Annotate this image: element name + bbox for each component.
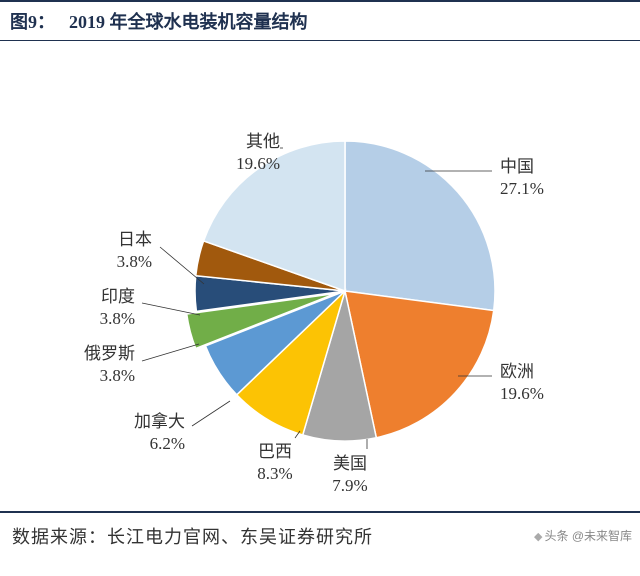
slice-percent: 3.8% <box>62 251 152 273</box>
slice-name: 日本 <box>62 229 152 251</box>
slice-label: 巴西8.3% <box>230 441 320 485</box>
slice-name: 巴西 <box>230 441 320 463</box>
pie-slice <box>345 141 495 310</box>
slice-label: 俄罗斯3.8% <box>45 343 135 387</box>
source-text: 长江电力官网、东吴证券研究所 <box>107 527 373 547</box>
leader-line <box>142 303 200 315</box>
slice-name: 欧洲 <box>500 361 544 383</box>
slice-label: 欧洲19.6% <box>500 361 544 405</box>
slice-percent: 19.6% <box>190 153 280 175</box>
slice-percent: 6.2% <box>95 433 185 455</box>
slice-percent: 3.8% <box>45 308 135 330</box>
slice-percent: 8.3% <box>230 463 320 485</box>
watermark-text: @未来智库 <box>572 529 632 543</box>
leader-line <box>192 401 230 426</box>
watermark-prefix: 头条 <box>544 529 568 543</box>
slice-name: 加拿大 <box>95 411 185 433</box>
slice-label: 印度3.8% <box>45 286 135 330</box>
slice-name: 其他 <box>190 131 280 153</box>
figure-number: 图9： <box>10 12 55 32</box>
slice-label: 日本3.8% <box>62 229 152 273</box>
source-label: 数据来源： <box>12 527 107 547</box>
watermark-icon: ◆ <box>534 530 542 543</box>
slice-name: 印度 <box>45 286 135 308</box>
slice-percent: 3.8% <box>45 365 135 387</box>
slice-percent: 19.6% <box>500 383 544 405</box>
figure-title: 2019 年全球水电装机容量结构 <box>69 12 308 32</box>
leader-line <box>142 344 199 361</box>
pie-chart-area: 中国27.1%欧洲19.6%美国7.9%巴西8.3%加拿大6.2%俄罗斯3.8%… <box>0 41 640 511</box>
chart-title-bar: 图9： 2019 年全球水电装机容量结构 <box>0 0 640 41</box>
slice-label: 中国27.1% <box>500 156 544 200</box>
slice-name: 俄罗斯 <box>45 343 135 365</box>
watermark: ◆头条 @未来智库 <box>534 527 632 544</box>
slice-name: 中国 <box>500 156 544 178</box>
slice-label: 其他19.6% <box>190 131 280 175</box>
slice-label: 加拿大6.2% <box>95 411 185 455</box>
slice-percent: 27.1% <box>500 178 544 200</box>
